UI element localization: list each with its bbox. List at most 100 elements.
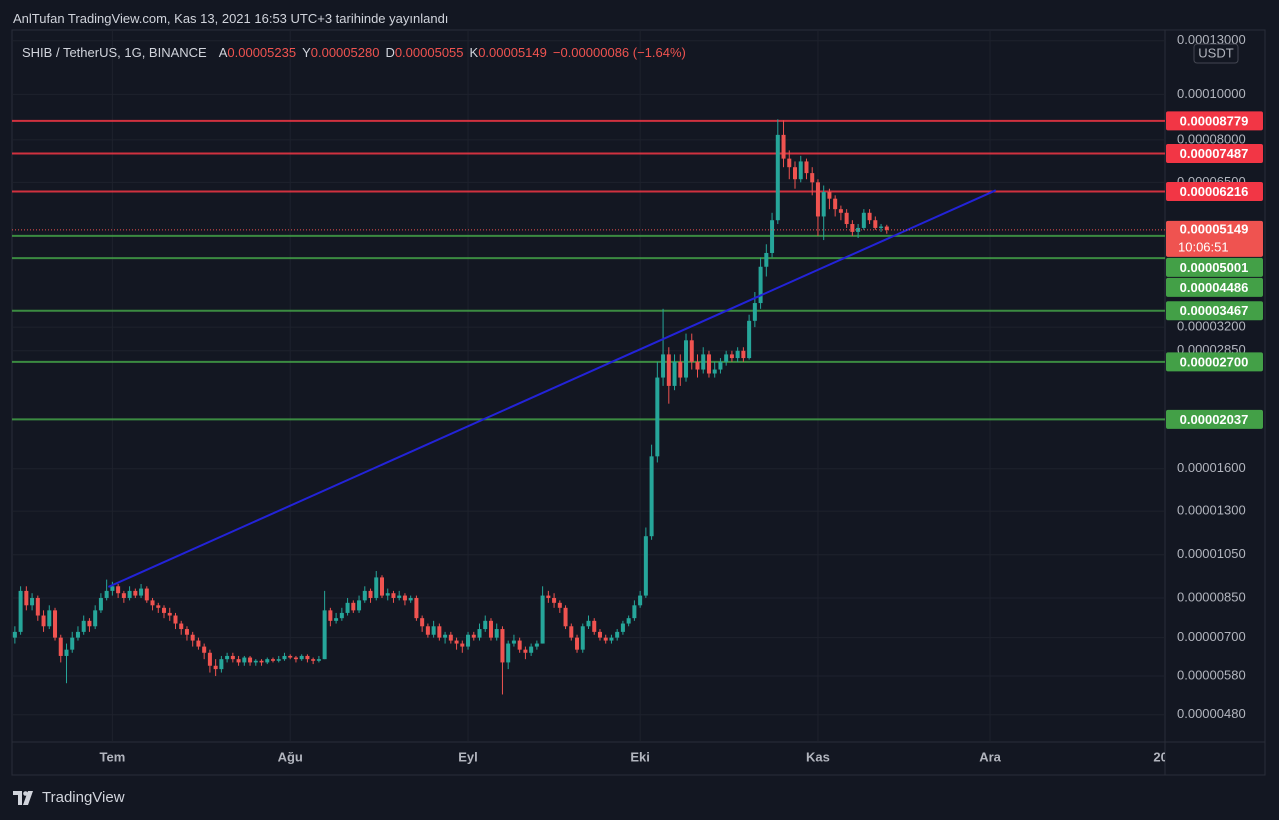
price-tag-label: 0.00005149 [1180, 221, 1249, 236]
candle-body [540, 595, 545, 644]
candle-body [64, 649, 69, 656]
candle-body [827, 191, 832, 199]
currency-label: USDT [1198, 45, 1233, 60]
candle-body [884, 226, 889, 230]
candle-body [655, 377, 660, 457]
candle-body [609, 637, 614, 641]
candle-body [712, 369, 717, 374]
candle-body [770, 220, 775, 253]
candle-body [299, 655, 304, 660]
candle-body [494, 629, 499, 638]
level-tag [1166, 301, 1263, 321]
candle-body [368, 590, 373, 598]
candle-body [729, 354, 734, 359]
level-tag-label: 0.00002700 [1180, 354, 1249, 369]
level-tag-label: 0.00006216 [1180, 184, 1249, 199]
candle-body [12, 631, 17, 638]
candle-body [75, 631, 80, 638]
candle-body [293, 657, 298, 660]
candle-body [282, 655, 287, 660]
candle-body [179, 623, 184, 630]
candle-body [844, 212, 849, 225]
candle-body [649, 456, 654, 537]
level-tag-label: 0.00002037 [1180, 412, 1249, 427]
candle-body [569, 626, 574, 638]
level-tag [1166, 409, 1263, 429]
ohlc-key: Y [302, 45, 311, 60]
candle-body [477, 629, 482, 638]
candle-body [523, 649, 528, 653]
candle-body [483, 620, 488, 630]
candle-body [620, 623, 625, 632]
x-tick-label: Eyl [458, 749, 478, 764]
candle-body [87, 620, 92, 627]
candle-body [638, 595, 643, 606]
price-countdown: 10:06:51 [1178, 239, 1229, 254]
y-tick-label: 0.00001050 [1177, 546, 1246, 561]
level-tag-label: 0.00008779 [1180, 113, 1249, 128]
candle-body [741, 350, 746, 359]
chart-frame [11, 29, 1266, 776]
candle-body [747, 320, 752, 359]
candle-body [213, 665, 218, 670]
level-tag [1166, 111, 1263, 131]
candle-body [196, 640, 201, 647]
candle-body [632, 605, 637, 619]
candle-body [24, 590, 29, 606]
level-tag [1166, 143, 1263, 163]
x-tick-label: Kas [806, 749, 830, 764]
candle-body [810, 173, 815, 183]
axes: 0.000130000.000100000.000080000.00006500… [1177, 32, 1246, 721]
candle-body [379, 577, 385, 596]
level-tag [1166, 352, 1263, 372]
candle-body [98, 597, 103, 611]
candle-body [385, 593, 390, 596]
candle-body [517, 640, 522, 650]
grid [12, 30, 1165, 742]
candle-body [626, 618, 631, 624]
candle-body [511, 640, 516, 644]
ohlc-value: 0.00005280 [310, 45, 380, 60]
candle-body [552, 597, 557, 603]
x-tick-label: Eki [630, 749, 650, 764]
candle-body [357, 600, 362, 611]
y-tick-label: 0.00003200 [1177, 319, 1246, 334]
footer[interactable]: TradingView [13, 789, 125, 806]
candle-body [557, 602, 562, 608]
candle-body [592, 620, 597, 632]
candle-body [288, 655, 293, 658]
candle-body [764, 252, 769, 267]
candle-body [471, 634, 476, 638]
candle-body [701, 354, 706, 370]
y-tick-label: 0.00013000 [1177, 32, 1246, 47]
candle-body [575, 637, 580, 650]
candle-body [775, 134, 780, 221]
ohlc-value: 0.00005055 [394, 45, 464, 60]
candle-body [672, 361, 677, 386]
x-tick-label: Ara [979, 749, 1001, 764]
candle-body [35, 597, 40, 616]
candle-body [265, 659, 270, 663]
candle-body [139, 588, 144, 596]
candle-body [93, 610, 98, 627]
candle-body [586, 620, 591, 627]
candle-body [402, 595, 407, 601]
candle-body [162, 607, 167, 613]
x-axis: Tem Ağu Eyl Eki Kas Ara 2022 [100, 749, 1165, 764]
candle-body [833, 198, 838, 210]
candle-body [718, 361, 723, 370]
candle-body [414, 597, 419, 619]
candle-body [787, 158, 792, 168]
candle-body [460, 643, 465, 647]
candle-body [425, 626, 430, 635]
candle-body [104, 590, 109, 598]
symbol-title: SHIB / TetherUS, 1G, BINANCE [22, 45, 207, 60]
candle-body [167, 612, 172, 616]
level-tag-label: 0.00005001 [1180, 260, 1249, 275]
price-tag [1166, 220, 1263, 257]
candle-body [322, 610, 327, 660]
candle-body [804, 161, 809, 174]
candle-body [466, 634, 471, 647]
